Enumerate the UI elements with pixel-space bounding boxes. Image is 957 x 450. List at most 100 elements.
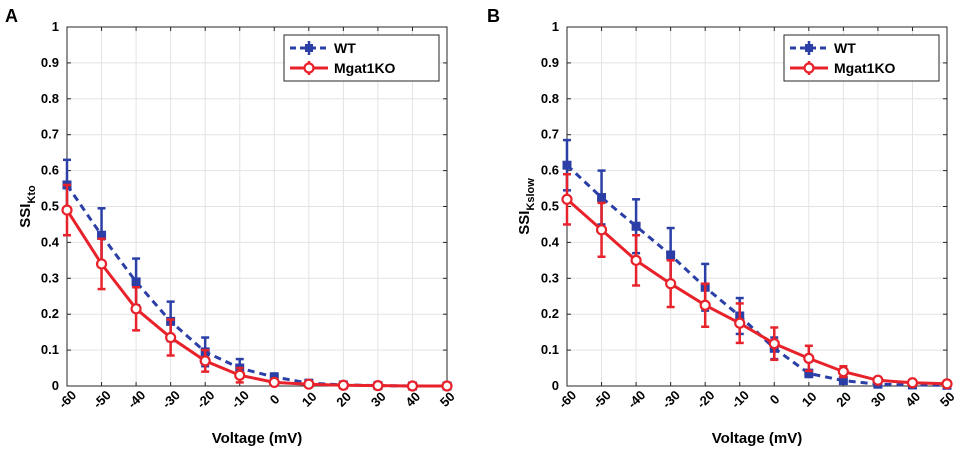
x-tick-label: -20 [194, 387, 218, 411]
y-tick-label: 0.6 [541, 163, 559, 178]
data-point-circle [199, 355, 211, 367]
x-tick-label: 50 [437, 389, 458, 410]
series-mgat1ko [561, 172, 953, 390]
x-tick-label: -10 [228, 387, 252, 411]
series-line [566, 198, 948, 386]
y-axis-label: SSIKto [17, 185, 38, 228]
y-tick-label: 0.1 [41, 342, 59, 357]
x-tick-label: 30 [868, 389, 889, 410]
data-point-circle [941, 378, 953, 390]
y-tick-label: 0.4 [541, 234, 560, 249]
data-point-circle [372, 380, 384, 392]
x-tick-label: 40 [402, 389, 423, 410]
y-tick-label: 0.5 [541, 199, 559, 214]
data-point-circle [837, 366, 849, 378]
legend-label: Mgat1KO [334, 60, 396, 76]
x-tick-label: 0 [267, 391, 283, 407]
data-point-circle [268, 376, 280, 389]
chart-panel-b: B00.10.20.30.40.50.60.70.80.91-60 -50 -40-… [487, 6, 957, 447]
legend-label: Mgat1KO [834, 60, 896, 76]
data-point-circle [406, 380, 419, 392]
legend: WT Mgat1KO [283, 34, 440, 82]
legend-marker-square [805, 44, 813, 52]
data-point-circle [665, 278, 677, 290]
x-tick-label: -30 [159, 387, 183, 411]
x-axis-label: Voltage (mV) [712, 430, 803, 447]
data-point-circle [595, 224, 608, 236]
data-point-circle [130, 303, 142, 315]
y-tick-label: 1 [552, 19, 559, 34]
x-tick-label: -40 [624, 387, 648, 411]
y-tick-label: 0.3 [541, 270, 559, 285]
y-tick-label: 0.8 [41, 91, 59, 106]
x-tick-label: -10 [728, 387, 752, 411]
data-point-circle [95, 258, 108, 270]
x-tick-label: 30 [368, 389, 389, 410]
y-tick-label: 0.3 [41, 270, 59, 285]
y-axis-label: SSIKslow [516, 178, 537, 235]
legend-marker-square [305, 44, 313, 52]
panel-letter: B [487, 6, 500, 26]
y-axis-label-main: SSI [516, 211, 533, 235]
x-tick-label: 10 [299, 389, 320, 410]
x-tick-label: 0 [767, 391, 783, 407]
series-line [65, 209, 447, 388]
y-axis-label-subscript: Kto [26, 185, 38, 204]
chart-panel-a: A00.10.20.30.40.50.60.70.80.91-60 -50 -40-… [5, 6, 458, 447]
panel-letter: A [5, 6, 18, 26]
data-point-square [666, 250, 676, 260]
x-tick-label: -40 [124, 387, 148, 411]
y-tick-label: 0.4 [41, 234, 60, 249]
data-point-circle [630, 254, 642, 266]
data-point-circle [303, 378, 315, 390]
y-tick-label: 0 [552, 378, 559, 393]
data-point-circle [803, 352, 815, 364]
data-point-circle [61, 204, 73, 216]
y-tick-label: 1 [52, 19, 59, 34]
data-point-circle [234, 369, 246, 381]
y-tick-label: 0.5 [41, 199, 59, 214]
legend-label: WT [334, 40, 356, 56]
data-point-circle [441, 380, 453, 392]
data-point-square [131, 277, 141, 287]
y-tick-label: 0.8 [541, 91, 559, 106]
x-tick-label: -50 [90, 387, 114, 411]
y-tick-label: 0.7 [541, 127, 559, 142]
data-point-circle [768, 338, 780, 350]
x-tick-label: -50 [590, 387, 614, 411]
data-point-circle [699, 299, 711, 311]
series-mgat1ko [61, 183, 453, 392]
y-tick-label: 0.7 [41, 127, 59, 142]
x-tick-label: 40 [902, 389, 923, 410]
x-tick-label: 10 [799, 389, 820, 410]
y-tick-label: 0.9 [541, 55, 559, 70]
x-tick-label: 20 [833, 389, 854, 410]
data-point-square [631, 221, 641, 231]
y-tick-label: 0.2 [541, 306, 559, 321]
y-tick-label: 0.9 [41, 55, 59, 70]
data-point-square [597, 193, 607, 203]
legend-marker-circle [303, 62, 315, 74]
x-tick-label: 20 [333, 389, 354, 410]
y-axis-label-subscript: Kslow [525, 178, 537, 211]
x-tick-label: -20 [694, 387, 718, 411]
data-point-circle [734, 317, 746, 329]
x-axis-label: Voltage (mV) [212, 430, 303, 447]
legend: WT Mgat1KO [783, 34, 940, 82]
data-point-circle [165, 331, 177, 344]
data-point-circle [561, 193, 573, 205]
data-point-circle [872, 374, 884, 386]
x-tick-label: -30 [659, 387, 683, 411]
legend-label: WT [834, 40, 856, 56]
data-point-circle [906, 377, 919, 389]
y-tick-label: 0.2 [41, 306, 59, 321]
y-tick-label: 0.1 [541, 342, 559, 357]
y-axis-label-main: SSI [17, 204, 34, 228]
x-tick-label: 50 [937, 389, 957, 410]
y-tick-label: 0 [52, 378, 59, 393]
data-point-square [562, 160, 572, 170]
data-point-circle [337, 379, 349, 391]
y-tick-label: 0.6 [41, 163, 59, 178]
legend-marker-circle [803, 62, 815, 74]
